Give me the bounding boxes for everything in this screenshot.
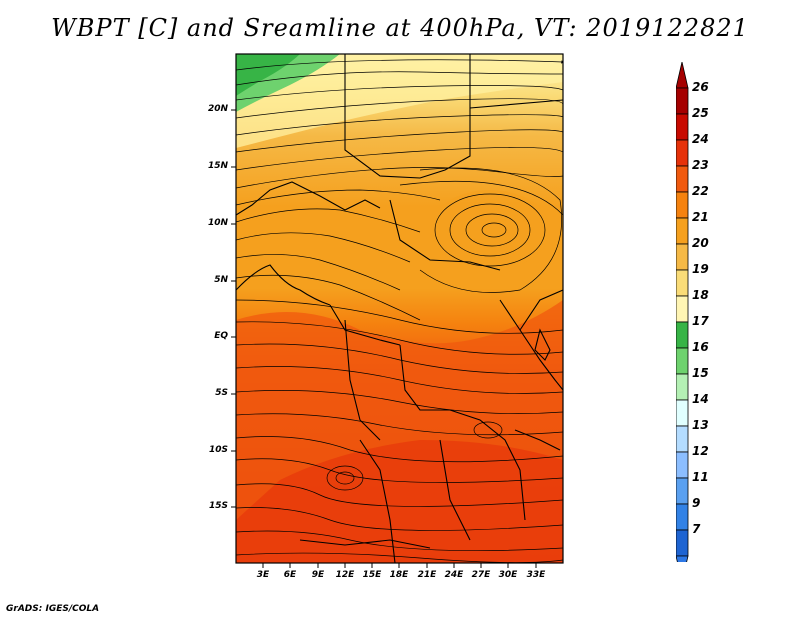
colorbar-label-21: 21 <box>692 210 709 224</box>
lon-label-18e: 18E <box>389 570 409 580</box>
colorbar-segment <box>676 295 689 323</box>
colorbar-segment <box>676 217 689 245</box>
colorbar-label-26: 26 <box>692 80 709 94</box>
colorbar-segment <box>676 139 689 167</box>
colorbar-label-22: 22 <box>692 184 709 198</box>
colorbar-segment <box>676 191 689 219</box>
lon-label-24e: 24E <box>444 570 464 580</box>
map-title: WBPT [C] and Sreamline at 400hPa, VT: 20… <box>51 14 749 42</box>
lat-label-5n: 5N <box>214 275 228 285</box>
colorbar-segment <box>676 373 689 401</box>
wbpt-field <box>236 54 563 563</box>
colorbar <box>676 62 689 562</box>
footer-credit: GrADS: IGES/COLA <box>6 604 100 614</box>
map-ticks <box>231 109 537 568</box>
colorbar-label-24: 24 <box>692 132 709 146</box>
colorbar-segment <box>676 503 689 531</box>
colorbar-label-7: 7 <box>692 522 701 536</box>
colorbar-segment <box>676 269 689 297</box>
colorbar-top-arrow <box>676 62 689 89</box>
lon-label-33e: 33E <box>526 570 546 580</box>
lon-label-30e: 30E <box>498 570 518 580</box>
colorbar-segment <box>676 87 689 115</box>
colorbar-segment <box>676 399 689 427</box>
colorbar-label-11: 11 <box>692 470 709 484</box>
colorbar-bottom-arrow <box>676 555 689 562</box>
lon-label-21e: 21E <box>417 570 437 580</box>
colorbar-label-20: 20 <box>692 236 709 250</box>
lon-label-6e: 6E <box>283 570 297 580</box>
colorbar-segment <box>676 165 689 193</box>
streamlines <box>236 59 563 563</box>
colorbar-segment <box>676 451 689 479</box>
colorbar-segment <box>676 477 689 505</box>
colorbar-label-9: 9 <box>692 496 701 510</box>
lat-label-15n: 15N <box>207 161 228 171</box>
colorbar-label-14: 14 <box>692 392 709 406</box>
colorbar-label-12: 12 <box>692 444 709 458</box>
lat-label-20n: 20N <box>207 104 228 114</box>
lon-label-3e: 3E <box>256 570 270 580</box>
colorbar-segment <box>676 425 689 453</box>
colorbar-segment <box>676 243 689 271</box>
colorbar-label-19: 19 <box>692 262 709 276</box>
colorbar-segment <box>676 347 689 375</box>
colorbar-segment <box>676 321 689 349</box>
colorbar-label-15: 15 <box>692 366 709 380</box>
lat-label-eq: EQ <box>214 331 228 341</box>
colorbar-label-18: 18 <box>692 288 709 302</box>
lon-label-15e: 15E <box>362 570 382 580</box>
lat-label-5s: 5S <box>215 388 228 398</box>
lon-label-27e: 27E <box>471 570 491 580</box>
colorbar-label-17: 17 <box>692 314 709 328</box>
country-borders <box>236 54 563 563</box>
colorbar-label-23: 23 <box>692 158 709 172</box>
colorbar-segment <box>676 529 689 557</box>
colorbar-label-25: 25 <box>692 106 709 120</box>
lat-label-15s: 15S <box>208 501 228 511</box>
colorbar-segment <box>676 113 689 141</box>
colorbar-label-13: 13 <box>692 418 709 432</box>
colorbar-label-16: 16 <box>692 340 709 354</box>
lat-label-10n: 10N <box>207 218 228 228</box>
lon-label-12e: 12E <box>335 570 355 580</box>
lat-label-10s: 10S <box>208 445 228 455</box>
lon-label-9e: 9E <box>311 570 325 580</box>
